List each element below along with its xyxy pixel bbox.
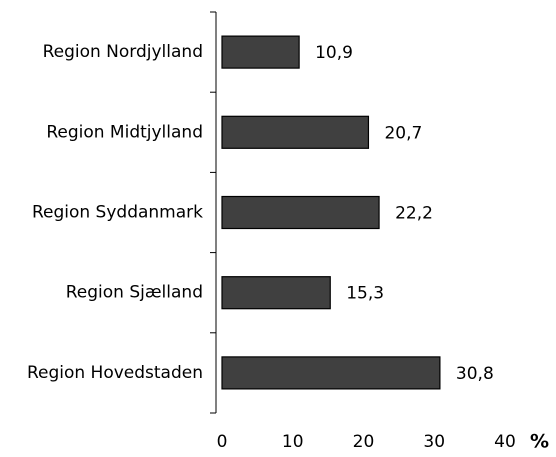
y-tick-label: Region Sjælland [66,283,203,303]
bar [221,195,380,230]
y-tick-label: Region Hovedstaden [27,363,203,383]
y-tick-label: Region Nordjylland [43,42,203,62]
bar [221,276,331,310]
y-tick-label: Region Syddanmark [32,203,203,223]
x-tick-label: 20 [353,432,375,452]
value-label: 20,7 [384,123,422,143]
bar [221,35,300,69]
x-tick-label: 40 [494,432,516,452]
bar [221,115,370,149]
value-label: 15,3 [346,284,384,304]
x-tick-label: 10 [282,432,304,452]
y-tick-label: Region Midtjylland [46,122,203,142]
bar [221,356,441,390]
value-label: 10,9 [315,43,353,63]
value-label: 30,8 [456,364,494,384]
x-axis-label: % [530,431,549,453]
x-tick-label: 0 [217,432,228,452]
x-tick-label: 30 [423,432,445,452]
value-label: 22,2 [395,204,433,224]
